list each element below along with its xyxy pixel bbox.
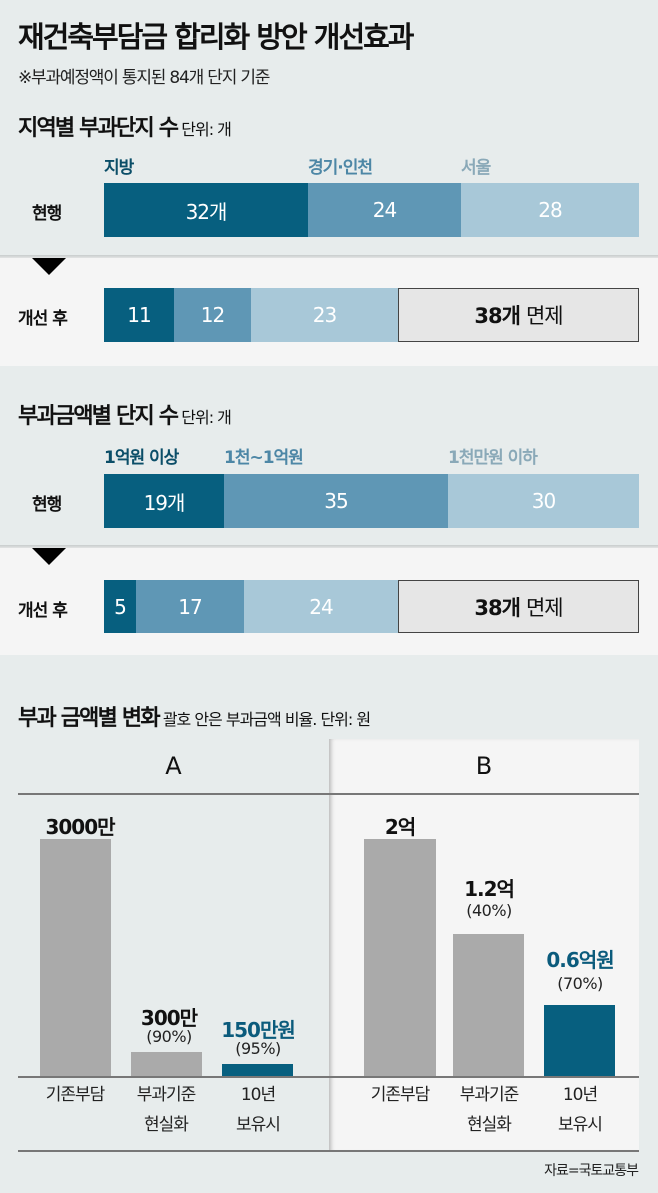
category-label-seoul: 서울: [461, 158, 491, 178]
x-label-line1: 부과기준: [459, 1085, 520, 1105]
exempt-label: 면제: [525, 304, 564, 328]
value-label: 0.6억원: [546, 948, 614, 972]
bar-local-after: 11: [104, 288, 174, 342]
x-label-line1: 10년: [240, 1085, 276, 1105]
down-arrow-icon: [32, 258, 66, 275]
row-label-after: 개선 후: [18, 309, 68, 329]
bar-base: [364, 839, 436, 1076]
exempt-count: 38개: [474, 304, 521, 328]
x-label-line1: 부과기준: [136, 1085, 197, 1105]
panel-header: A: [165, 752, 182, 780]
section-title-text: 부과 금액별 변화: [18, 706, 161, 731]
bar-10yr: [222, 1064, 293, 1076]
exempt-label: 면제: [525, 595, 564, 620]
bottom-line: [329, 1150, 639, 1152]
x-label-line1: 기존부담: [370, 1085, 431, 1105]
bar-base: [40, 839, 111, 1076]
section-title-region: 지역별 부과단지 수 단위: 개: [18, 110, 232, 142]
bar-realization: [453, 934, 524, 1076]
category-label-gyeonggi: 경기·인천: [308, 158, 373, 178]
bottom-line: [18, 1150, 329, 1152]
exempt-box: 38개 면제: [398, 580, 639, 633]
source-credit: 자료=국토교통부: [544, 1163, 639, 1179]
x-label-line2: 현실화: [467, 1115, 512, 1135]
bar-gyeonggi-after: 12: [174, 288, 251, 342]
section-title-text: 지역별 부과단지 수: [18, 116, 179, 141]
pct-label: (90%): [146, 1027, 192, 1046]
bar-under-10m-current: 30: [448, 474, 639, 528]
bar-local-current: 32개: [104, 183, 308, 237]
page-subtitle: ※부과예정액이 통지된 84개 단지 기준: [18, 68, 270, 88]
pct-label: (70%): [557, 974, 603, 993]
category-label-local: 지방: [104, 158, 134, 178]
panel-header: B: [475, 752, 493, 780]
bar-over-100m-current: 19개: [104, 474, 224, 528]
x-label: 기존부담: [350, 1080, 450, 1110]
value-label: 150만원: [221, 1018, 296, 1042]
category-label-under-10m: 1천만원 이하: [448, 448, 538, 468]
row-label-after: 개선 후: [18, 601, 68, 621]
category-label-over-100m: 1억원 이상: [104, 448, 179, 468]
baseline: [18, 1076, 329, 1078]
x-label-line2: 보유시: [236, 1115, 281, 1135]
down-arrow-icon: [32, 548, 66, 565]
value-label: 2억: [384, 815, 416, 839]
x-label-line1: 10년: [562, 1085, 598, 1105]
page-title: 재건축부담금 합리화 방안 개선효과: [18, 20, 414, 54]
bar-seoul-after: 23: [251, 288, 398, 342]
section-title-change: 부과 금액별 변화 괄호 안은 부과금액 비율. 단위: 원: [18, 700, 371, 732]
exempt-count: 38개: [474, 595, 521, 620]
header-line: [18, 793, 329, 795]
x-label-line2: 현실화: [144, 1115, 189, 1135]
unit-label: 단위: 개: [181, 120, 232, 139]
exempt-box: 38개 면제: [398, 288, 639, 342]
section-title-amount: 부과금액별 단지 수 단위: 개: [18, 398, 232, 430]
row-label-current: 현행: [32, 204, 62, 224]
unit-label: 단위: 개: [181, 408, 232, 427]
category-label-10m-100m: 1천~1억원: [224, 448, 304, 468]
pct-label: (95%): [235, 1039, 281, 1058]
bar-10m-100m-current: 35: [224, 474, 448, 528]
value-label: 1.2억: [464, 877, 515, 901]
pct-label: (40%): [466, 901, 512, 920]
divider: [0, 545, 658, 548]
value-label: 300만: [140, 1006, 198, 1030]
value-label: 3000만: [45, 815, 115, 839]
section-title-text: 부과금액별 단지 수: [18, 404, 179, 429]
row-label-current: 현행: [32, 495, 62, 515]
bar-over-100m-after: 5: [104, 580, 136, 633]
bar-seoul-current: 28: [461, 183, 639, 237]
baseline: [329, 1076, 639, 1078]
x-label-line1: 기존부담: [45, 1085, 106, 1105]
header-line: [329, 793, 639, 795]
note-label: 괄호 안은 부과금액 비율. 단위: 원: [162, 710, 371, 729]
divider: [0, 255, 658, 258]
bar-10m-100m-after: 17: [136, 580, 244, 633]
bar-gyeonggi-current: 24: [308, 183, 461, 237]
x-label-line2: 보유시: [558, 1115, 603, 1135]
bar-realization: [131, 1052, 202, 1076]
x-label: 기존부담: [25, 1080, 125, 1110]
panel-a: A 3000만 300만 (90%) 150만원 (95%) 기존부담 부과기준…: [18, 739, 329, 1152]
bar-10yr: [544, 1005, 615, 1076]
bar-under-10m-after: 24: [244, 580, 398, 633]
